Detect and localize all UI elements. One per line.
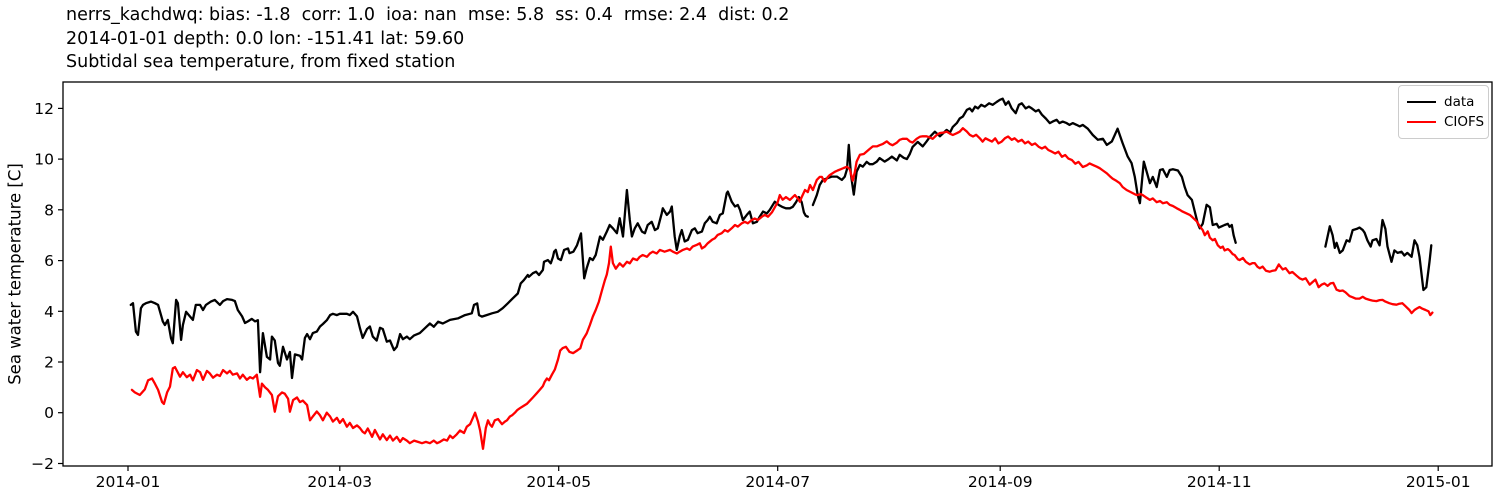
title-line-variable: Subtidal sea temperature, from fixed sta… [66,52,456,72]
x-tick-label: 2014-05 [526,473,591,491]
y-tick-label: 0 [44,404,54,422]
x-tick-label: 2014-01 [96,473,161,491]
x-tick-label: 2015-01 [1406,473,1471,491]
x-tick-label: 2014-09 [968,473,1033,491]
title-line-station-meta: 2014-01-01 depth: 0.0 lon: -151.41 lat: … [66,28,465,49]
legend-label: data [1444,94,1475,110]
legend: data CIOFS [1398,85,1489,139]
title-block: nerrs_kachdwq: bias: -1.8 corr: 1.0 ioa:… [66,4,789,75]
y-tick-label: 2 [44,354,54,372]
x-tick-label: 2014-11 [1187,473,1252,491]
legend-entry-CIOFS: CIOFS [1407,112,1488,132]
series-line-data [811,97,1237,244]
legend-line-sample [1407,100,1436,104]
series-line-CIOFS [130,127,1434,450]
title-line-stats: nerrs_kachdwq: bias: -1.8 corr: 1.0 ioa:… [66,5,790,25]
y-tick-label: 8 [44,201,54,219]
y-tick-label: 4 [44,303,54,321]
y-tick-label: 6 [44,252,54,270]
legend-entry-data: data [1407,92,1488,112]
y-tick-label: 12 [34,100,54,118]
x-tick-label: 2014-07 [745,473,810,491]
series-line-data [1324,218,1433,292]
series-line-data [129,188,809,380]
legend-label: CIOFS [1444,114,1485,130]
legend-line-sample [1407,120,1436,124]
y-tick-label: −2 [31,455,54,473]
x-tick-label: 2014-03 [307,473,372,491]
axes-frame [62,81,1493,467]
y-tick-label: 10 [34,151,54,169]
